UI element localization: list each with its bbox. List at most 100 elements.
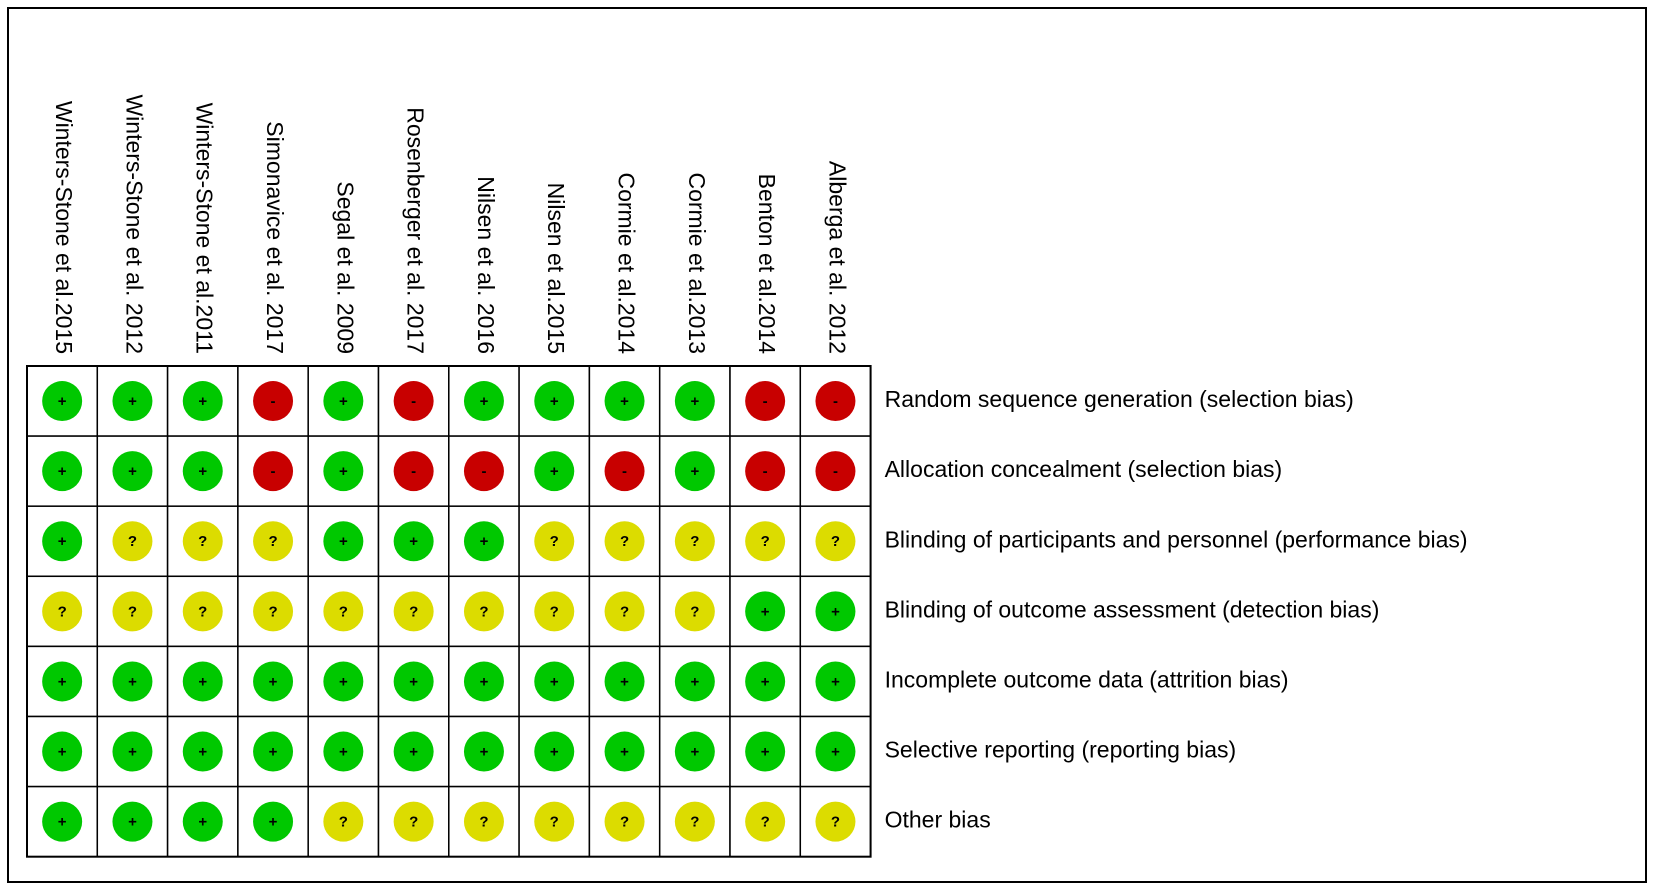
judgment-dot [463, 801, 504, 842]
judgment-symbol: + [409, 744, 418, 761]
judgment-dot [463, 731, 504, 772]
judgment-symbol: - [271, 463, 276, 480]
judgment-symbol: + [269, 673, 278, 690]
judgment-dot [112, 381, 153, 422]
judgment-symbol: + [620, 393, 629, 410]
judgment-dot [604, 661, 645, 702]
judgment-symbol: + [690, 393, 699, 410]
judgment-dot [815, 521, 856, 562]
judgment-symbol: + [128, 393, 137, 410]
judgment-dot [182, 661, 223, 702]
judgment-dot [323, 661, 364, 702]
judgment-dot [534, 731, 575, 772]
judgment-symbol: + [831, 673, 840, 690]
judgment-dot [463, 451, 504, 492]
judgment-symbol: + [550, 744, 559, 761]
study-label: Simonavice et al. 2017 [262, 121, 288, 354]
judgment-dot [534, 591, 575, 632]
judgment-dot [815, 451, 856, 492]
judgment-dot [745, 451, 786, 492]
judgment-symbol: + [58, 814, 67, 831]
judgment-dot [604, 731, 645, 772]
judgment-symbol: - [763, 393, 768, 410]
judgment-symbol: ? [831, 533, 840, 550]
judgment-symbol: + [339, 673, 348, 690]
judgment-symbol: - [411, 463, 416, 480]
judgment-dot [674, 661, 715, 702]
judgment-symbol: - [411, 393, 416, 410]
judgment-dot [42, 381, 83, 422]
cell [588, 505, 661, 578]
study-label: Nilsen et al. 2016 [473, 176, 499, 354]
study-label: Nilsen et al.2015 [543, 183, 569, 354]
judgment-symbol: ? [198, 533, 207, 550]
judgment-dot [745, 661, 786, 702]
judgment-dot [182, 591, 223, 632]
judgment-dot [182, 731, 223, 772]
cell [377, 645, 450, 718]
judgment-dot [323, 521, 364, 562]
judgment-dot [393, 451, 434, 492]
domain-label: Selective reporting (reporting bias) [885, 737, 1237, 763]
judgment-dot [745, 381, 786, 422]
judgment-symbol: + [58, 393, 67, 410]
judgment-symbol: + [480, 393, 489, 410]
judgment-symbol: - [833, 393, 838, 410]
judgment-symbol: ? [339, 603, 348, 620]
judgment-symbol: + [550, 463, 559, 480]
study-label: Winters-Stone et al. 2012 [121, 94, 147, 354]
judgment-symbol: ? [550, 814, 559, 831]
judgment-dot [534, 521, 575, 562]
judgment-symbol: + [58, 673, 67, 690]
judgment-dot [534, 661, 575, 702]
judgment-dot [182, 801, 223, 842]
judgment-symbol: ? [761, 533, 770, 550]
domain-label: Allocation concealment (selection bias) [885, 456, 1283, 482]
judgment-symbol: + [339, 533, 348, 550]
judgment-dot [604, 451, 645, 492]
judgment-dot [815, 661, 856, 702]
judgment-dot [393, 801, 434, 842]
judgment-dot [815, 801, 856, 842]
grid-border [26, 365, 872, 858]
judgment-dot [534, 381, 575, 422]
judgment-dot [112, 801, 153, 842]
judgment-dot [674, 801, 715, 842]
judgment-symbol: + [198, 463, 207, 480]
cell [729, 645, 802, 718]
judgment-symbol: ? [198, 603, 207, 620]
judgment-symbol: + [339, 744, 348, 761]
judgment-symbol: + [409, 533, 418, 550]
judgment-dot [604, 521, 645, 562]
domain-label: Incomplete outcome data (attrition bias) [885, 667, 1289, 693]
judgment-dot [112, 521, 153, 562]
judgment-symbol: + [58, 744, 67, 761]
judgment-dot [463, 521, 504, 562]
judgment-symbol: + [58, 463, 67, 480]
judgment-symbol: + [831, 744, 840, 761]
judgment-symbol: + [128, 463, 137, 480]
judgment-dot [674, 591, 715, 632]
judgment-dot [42, 661, 83, 702]
judgment-symbol: ? [479, 603, 488, 620]
judgment-symbol: + [550, 673, 559, 690]
judgment-symbol: ? [550, 533, 559, 550]
judgment-symbol: + [409, 673, 418, 690]
judgment-dot [42, 731, 83, 772]
judgment-symbol: ? [128, 603, 137, 620]
judgment-dot [323, 591, 364, 632]
judgment-symbol: - [481, 463, 486, 480]
judgment-dot [42, 521, 83, 562]
judgment-dot [323, 381, 364, 422]
study-label: Cormie et al.2014 [613, 172, 639, 354]
judgment-dot [253, 521, 294, 562]
judgment-symbol: ? [831, 814, 840, 831]
domain-label: Random sequence generation (selection bi… [885, 386, 1354, 412]
judgment-dot [674, 381, 715, 422]
cell [166, 645, 239, 718]
judgment-symbol: ? [550, 603, 559, 620]
judgment-dot [182, 381, 223, 422]
judgment-symbol: + [620, 744, 629, 761]
judgment-symbol: + [128, 814, 137, 831]
